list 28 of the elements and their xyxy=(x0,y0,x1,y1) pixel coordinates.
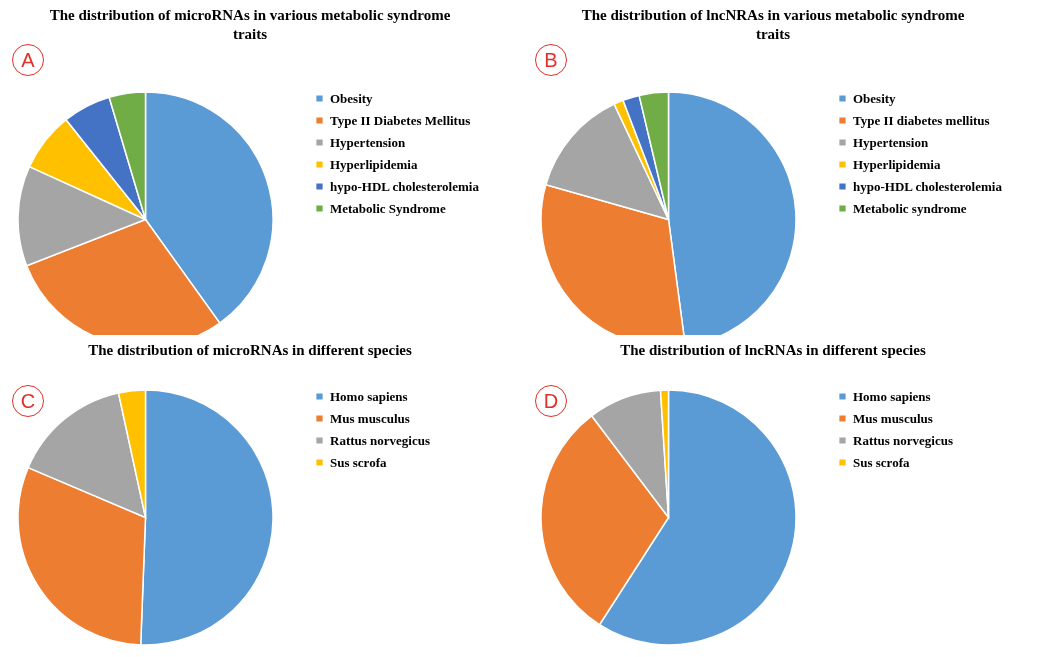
legend-label: Hyperlipidemia xyxy=(330,156,418,172)
legend-label: Obesity xyxy=(330,90,374,106)
text: D xyxy=(535,385,567,417)
chart-title: The distribution of lncRNAs in different species xyxy=(619,341,927,360)
legend-label: hypo-HDL cholesterolemia xyxy=(853,178,1003,194)
legend-label: Type II diabetes mellitus xyxy=(853,112,990,128)
legend-label: Hypertension xyxy=(330,134,406,150)
legend-label: hypo-HDL cholesterolemia xyxy=(330,178,480,194)
chart-title: The distribution of microRNAs in various metabolic syndrome traits xyxy=(48,6,452,44)
chart-title: The distribution of lncNRAs in various metabolic syndrome traits xyxy=(580,6,966,44)
legend-label: Metabolic syndrome xyxy=(853,200,967,216)
legend-label: Obesity xyxy=(853,90,897,106)
legend-label: Hypertension xyxy=(853,134,929,150)
legend-label: Mus musculus xyxy=(330,410,410,426)
legend-label: Rattus norvegicus xyxy=(853,432,954,448)
legend-label: Sus scrofa xyxy=(330,454,387,470)
legend-label: Homo sapiens xyxy=(330,388,408,404)
legend-label: Rattus norvegicus xyxy=(330,432,431,448)
legend-label: Mus musculus xyxy=(853,410,933,426)
legend-label: Type II Diabetes Mellitus xyxy=(330,112,471,128)
text: A xyxy=(12,44,44,76)
chart-title: The distribution of microRNAs in different species xyxy=(87,341,413,360)
legend-label: Metabolic Syndrome xyxy=(330,200,446,216)
legend-label: Homo sapiens xyxy=(853,388,931,404)
legend-label: Sus scrofa xyxy=(853,454,910,470)
text: B xyxy=(535,44,567,76)
legend-label: Hyperlipidemia xyxy=(853,156,941,172)
text: C xyxy=(12,385,44,417)
